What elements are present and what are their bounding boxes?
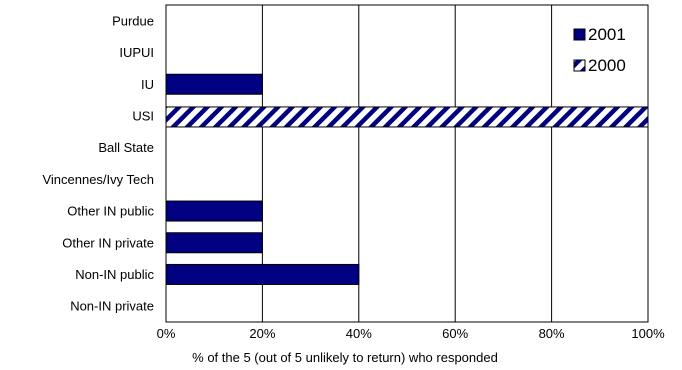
- x-tick-label: 0%: [157, 326, 176, 341]
- category-label: Other IN private: [62, 235, 154, 250]
- bar-2001-other-in-private: [165, 232, 263, 254]
- bar-2001-iu: [165, 73, 263, 95]
- category-label: IU: [141, 77, 154, 92]
- legend-swatch-2000: [573, 59, 586, 72]
- category-label: IUPUI: [119, 45, 154, 60]
- category-labels: Purdue IUPUI IU USI Ball State Vincennes/Ivy …: [42, 13, 154, 313]
- x-tick-label: 100%: [631, 326, 665, 341]
- x-axis-title: % of the 5 (out of 5 unlikely to return)…: [192, 350, 498, 365]
- category-label: USI: [132, 108, 154, 123]
- x-tick-label: 40%: [346, 326, 372, 341]
- x-tick-labels: 0% 20% 40% 60% 80% 100%: [157, 326, 665, 341]
- bar-2001-non-in-public: [165, 263, 360, 285]
- category-label: Purdue: [112, 13, 154, 28]
- legend-swatch-2001: [573, 28, 586, 41]
- bar-2000-usi: [165, 106, 649, 128]
- category-label: Non-IN public: [75, 267, 154, 282]
- bars: [165, 73, 649, 285]
- legend-label-2000: 2000: [588, 56, 626, 75]
- plot-area: [165, 4, 649, 323]
- category-label: Ball State: [98, 140, 154, 155]
- x-tick-label: 80%: [539, 326, 565, 341]
- legend: 2001 2000: [573, 25, 626, 75]
- category-label: Non-IN private: [70, 299, 154, 314]
- x-tick-label: 20%: [249, 326, 275, 341]
- category-label: Vincennes/Ivy Tech: [42, 172, 154, 187]
- category-label: Other IN public: [67, 204, 154, 219]
- bar-2001-other-in-public: [165, 200, 263, 222]
- x-tick-label: 60%: [442, 326, 468, 341]
- legend-label-2001: 2001: [588, 25, 626, 44]
